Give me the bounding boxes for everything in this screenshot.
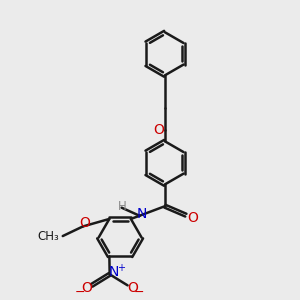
Text: O: O	[187, 211, 198, 224]
Text: H: H	[118, 200, 127, 213]
Text: O: O	[79, 216, 90, 230]
Text: N: N	[109, 265, 119, 279]
Text: +: +	[117, 263, 125, 273]
Text: N: N	[137, 207, 147, 221]
Text: O: O	[81, 281, 92, 295]
Text: O: O	[128, 281, 138, 295]
Text: −: −	[75, 285, 86, 298]
Text: CH₃: CH₃	[38, 230, 59, 243]
Text: −: −	[134, 285, 144, 298]
Text: O: O	[153, 123, 164, 137]
